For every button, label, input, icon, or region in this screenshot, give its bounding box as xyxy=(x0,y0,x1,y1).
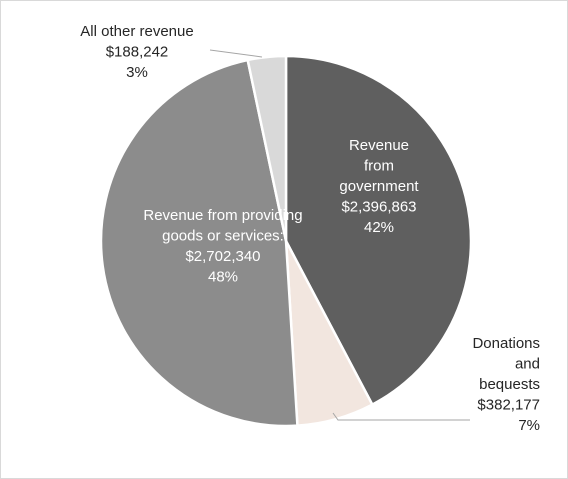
data-label-revenue-from-providing-goods-or-services-value: $2,702,340 xyxy=(185,248,260,265)
data-label-revenue-from-providing-goods-or-services-percent: 48% xyxy=(208,269,238,286)
data-label-revenue-from-providing-goods-or-services-category: Revenue from providing xyxy=(143,207,302,224)
data-label-donations-and-bequests-value: $382,177 xyxy=(477,397,540,414)
data-label-revenue-from-government-value: $2,396,863 xyxy=(341,199,416,216)
leader-line xyxy=(209,49,263,58)
data-label-revenue-from-providing-goods-or-services-category: goods or services: xyxy=(162,228,284,245)
data-label-donations-and-bequests-category: and xyxy=(515,356,540,373)
data-label-revenue-from-government-category: government xyxy=(339,178,419,195)
data-label-revenue-from-government-percent: 42% xyxy=(364,219,394,236)
data-label-donations-and-bequests-category: Donations xyxy=(472,335,540,352)
data-label-donations-and-bequests-percent: 7% xyxy=(518,417,540,434)
data-label-all-other-revenue-value: $188,242 xyxy=(106,44,169,61)
data-label-revenue-from-government-category: Revenue xyxy=(349,137,409,154)
pie-slice-all-other-revenue xyxy=(246,54,288,242)
data-label-donations-and-bequests-category: bequests xyxy=(479,376,540,393)
pie-slice-revenue-from-government xyxy=(284,54,473,407)
data-label-all-other-revenue-percent: 3% xyxy=(126,64,148,81)
data-label-revenue-from-government-category: from xyxy=(364,158,394,175)
data-label-all-other-revenue-category: All other revenue xyxy=(80,23,193,40)
leader-line xyxy=(332,412,470,421)
pie-slice-revenue-from-providing-goods-or-services xyxy=(99,58,299,428)
